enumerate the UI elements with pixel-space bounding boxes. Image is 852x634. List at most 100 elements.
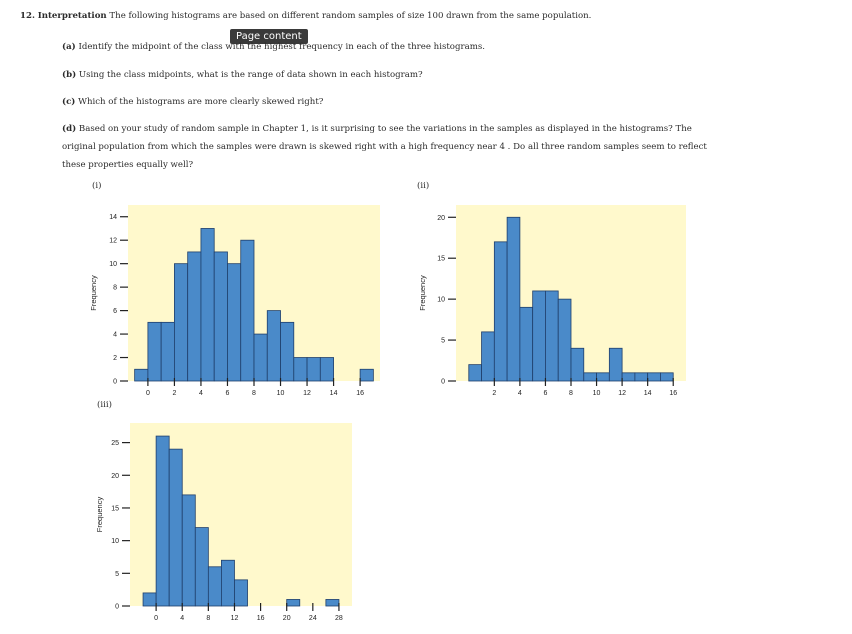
- part-b: (b) Using the class midpoints, what is t…: [62, 69, 423, 81]
- histogram-ii-xtick-label: 16: [669, 390, 677, 397]
- histogram-ii-xtick-label: 14: [644, 390, 652, 397]
- histogram-i-bar: [266, 310, 281, 382]
- part-a-tag: (a): [62, 42, 76, 52]
- histogram-iii-bar: [207, 566, 222, 607]
- histogram-iii-xtick-label: 0: [154, 615, 158, 622]
- histogram-i-ytick-label: 0: [113, 379, 117, 386]
- histogram-ii-bar: [596, 372, 610, 382]
- problem-number: 12.: [20, 11, 35, 21]
- histogram-iii-bar: [142, 592, 157, 607]
- histogram-iii-bar: [286, 599, 301, 607]
- histogram-i-xtick-label: 6: [226, 390, 230, 397]
- histogram-ii-bar: [493, 241, 508, 382]
- histogram-iii-xtick-label: 20: [283, 615, 291, 622]
- histogram-iii-bar: [194, 527, 209, 607]
- histogram-i-bar: [359, 368, 374, 382]
- histogram-ii-xtick-label: 2: [492, 390, 496, 397]
- histogram-iii-xtick-label: 28: [335, 615, 343, 622]
- histogram-iii-xtick-label: 24: [309, 615, 317, 622]
- histogram-i-xtick-label: 8: [252, 390, 256, 397]
- histogram-iii-ytick-label: 20: [111, 473, 119, 480]
- histogram-iii-ytick-label: 15: [111, 505, 119, 512]
- problem-intro: The following histograms are based on di…: [109, 11, 592, 21]
- histogram-ii-bar: [583, 372, 597, 382]
- problem-heading: 12. Interpretation The following histogr…: [20, 10, 591, 22]
- histogram-ii-xtick-label: 12: [618, 390, 626, 397]
- histogram-i-ylabel: Frequency: [89, 275, 98, 311]
- histogram-iii-bar: [168, 448, 183, 607]
- histogram-ii-xtick-label: 4: [518, 390, 522, 397]
- histogram-i-bar: [174, 263, 189, 382]
- histogram-i-bar: [187, 251, 202, 382]
- histogram-i-bar: [293, 357, 308, 382]
- histogram-ii-bar: [570, 347, 585, 382]
- histogram-ii-bar: [647, 372, 661, 382]
- part-b-tag: (b): [62, 70, 77, 80]
- histogram-i-bar: [240, 239, 255, 382]
- histogram-ii-bar: [519, 306, 534, 382]
- histogram-i-ytick-label: 12: [109, 238, 117, 245]
- histogram-i-bar: [147, 321, 162, 382]
- histogram-ii-ytick-label: 10: [437, 297, 445, 304]
- histogram-ii-ytick-label: 5: [441, 338, 445, 345]
- part-d-line2: original population from which the sampl…: [62, 142, 707, 152]
- histogram-iii-bar: [234, 579, 248, 607]
- part-c-tag: (c): [62, 97, 76, 107]
- histogram-i-ytick-label: 4: [113, 332, 117, 339]
- histogram-ii-ylabel: Frequency: [418, 275, 427, 311]
- histogram-i-label: (i): [92, 181, 102, 191]
- part-a: (a) Identify the midpoint of the class w…: [62, 41, 485, 53]
- part-d-tag: (d): [62, 124, 77, 134]
- part-d-line3: these properties equally well?: [62, 160, 194, 170]
- histogram-ii-bar: [608, 347, 623, 382]
- part-a-text: Identify the midpoint of the class with …: [78, 42, 485, 52]
- histogram-i-xtick-label: 2: [172, 390, 176, 397]
- histogram-i-xtick-label: 16: [356, 390, 364, 397]
- histogram-ii-xtick-label: 10: [593, 390, 601, 397]
- histogram-iii-ytick-label: 25: [111, 440, 119, 447]
- histogram-iii-xtick-label: 8: [206, 615, 210, 622]
- histogram-i-bar: [280, 321, 295, 382]
- histogram-iii-ytick-label: 0: [115, 604, 119, 611]
- histogram-i-bar: [319, 357, 334, 382]
- histogram-i-ytick-label: 14: [109, 214, 117, 221]
- histogram-i-xtick-label: 14: [330, 390, 338, 397]
- histogram-ii-bar: [468, 364, 482, 382]
- histogram-i-xtick-label: 0: [146, 390, 150, 397]
- part-c: (c) Which of the histograms are more cle…: [62, 96, 323, 108]
- histogram-i-ytick-label: 10: [109, 261, 117, 268]
- part-d-text-line1: Based on your study of random sample in …: [78, 124, 692, 134]
- histogram-iii-xtick-label: 4: [180, 615, 184, 622]
- histogram-ii-bar: [621, 372, 636, 382]
- histogram-ii-label: (ii): [417, 181, 430, 191]
- histogram-ii-bar: [557, 298, 572, 382]
- histogram-iii-xtick-label: 12: [231, 615, 239, 622]
- page-content-tooltip: Page content: [230, 29, 308, 44]
- histogram-ii-xtick-label: 6: [543, 390, 547, 397]
- histogram-ii-bar: [545, 290, 559, 382]
- histogram-i-bar: [227, 263, 242, 382]
- histogram-ii-ytick-label: 0: [441, 379, 445, 386]
- histogram-i-xtick-label: 10: [277, 390, 285, 397]
- histogram-ii-xtick-label: 8: [569, 390, 573, 397]
- histogram-iii-ylabel: Frequency: [95, 497, 104, 533]
- histogram-iii-ytick-label: 5: [115, 571, 119, 578]
- histogram-ii-ytick-label: 20: [437, 215, 445, 222]
- histogram-i-bar: [134, 368, 149, 382]
- histogram-ii-ytick-label: 15: [437, 256, 445, 263]
- histogram-iii-bar: [221, 559, 235, 607]
- histogram-iii-bar: [325, 599, 340, 607]
- histogram-i-bar: [160, 321, 175, 382]
- histogram-i-bar: [200, 228, 215, 382]
- histogram-i-bar: [306, 357, 321, 382]
- histogram-i-ytick-label: 8: [113, 285, 117, 292]
- histogram-i-xtick-label: 4: [199, 390, 203, 397]
- histogram-iii-ytick-label: 10: [111, 538, 119, 545]
- part-b-text: Using the class midpoints, what is the r…: [78, 70, 423, 80]
- histogram-i-ytick-label: 2: [113, 355, 117, 362]
- histogram-i-bar: [213, 251, 228, 382]
- part-c-text: Which of the histograms are more clearly…: [78, 97, 324, 107]
- histogram-iii-xtick-label: 16: [257, 615, 265, 622]
- histogram-i-ytick-label: 6: [113, 308, 117, 315]
